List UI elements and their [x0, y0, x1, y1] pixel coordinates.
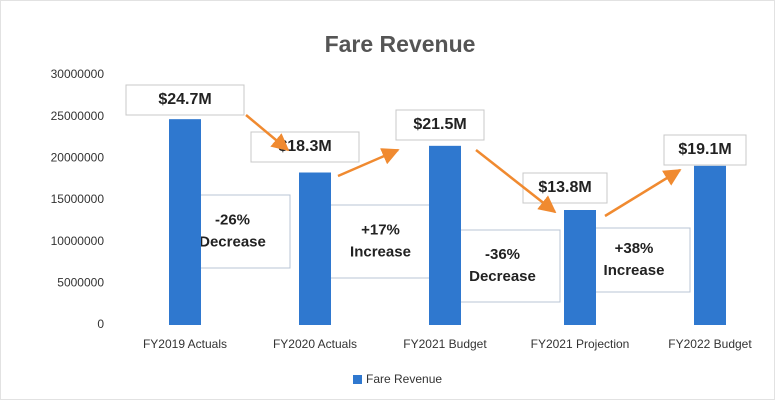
- arrow: [337, 148, 400, 178]
- y-tick-label: 30000000: [51, 67, 105, 81]
- x-tick-label: FY2021 Budget: [403, 337, 487, 351]
- data-label-box: [125, 84, 245, 116]
- data-label: $19.1M: [678, 141, 731, 158]
- annotation-text: Decrease: [469, 268, 536, 285]
- data-label-box: [250, 131, 360, 163]
- data-label: $24.7M: [158, 91, 211, 108]
- bar: [169, 119, 201, 326]
- data-label-box: [663, 134, 747, 166]
- bar: [694, 165, 726, 325]
- annotation-text: -36%: [485, 246, 520, 263]
- annotation-text: -26%: [215, 211, 250, 228]
- annotation-text: Increase: [604, 262, 665, 279]
- data-label: $13.8M: [538, 179, 591, 196]
- y-tick-label: 5000000: [57, 276, 104, 290]
- y-tick-label: 10000000: [51, 234, 105, 248]
- annotation-text: Increase: [350, 243, 411, 260]
- arrow: [245, 114, 290, 152]
- data-label-box: [395, 109, 485, 141]
- annotation-text: Decrease: [199, 233, 266, 250]
- bar: [429, 145, 461, 325]
- data-label: $21.5M: [413, 116, 466, 133]
- y-tick-label: 25000000: [51, 109, 105, 123]
- annotation-text: +38%: [615, 240, 654, 257]
- arrow: [475, 149, 557, 214]
- x-tick-label: FY2020 Actuals: [273, 337, 357, 351]
- x-tick-label: FY2022 Budget: [668, 337, 752, 351]
- x-tick-label: FY2019 Actuals: [143, 337, 227, 351]
- legend-label: Fare Revenue: [366, 372, 442, 386]
- data-label: $18.3M: [278, 138, 331, 155]
- bar: [564, 210, 596, 325]
- arrow: [604, 168, 682, 218]
- chart-title: Fare Revenue: [325, 31, 476, 57]
- annotation-text: +17%: [361, 221, 400, 238]
- bar: [299, 172, 331, 325]
- x-tick-label: FY2021 Projection: [531, 337, 630, 351]
- legend-swatch: [353, 375, 362, 384]
- y-tick-label: 15000000: [51, 192, 105, 206]
- y-tick-label: 0: [97, 317, 104, 331]
- y-tick-label: 20000000: [51, 151, 105, 165]
